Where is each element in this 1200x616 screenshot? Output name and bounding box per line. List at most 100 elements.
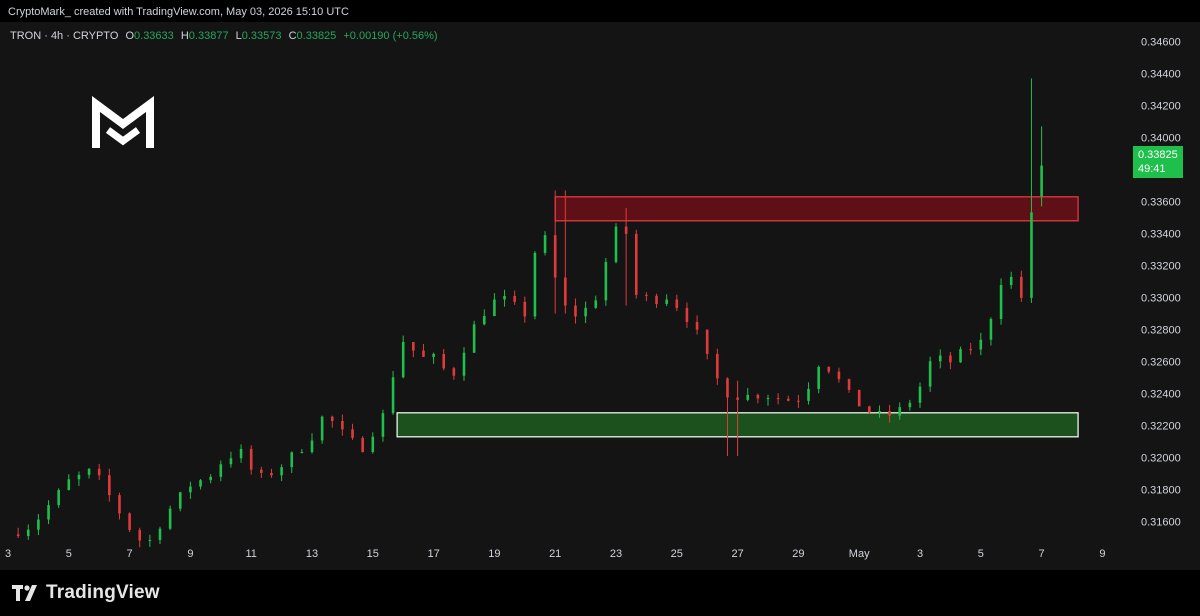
candle-up[interactable] xyxy=(766,394,770,406)
candle-down[interactable] xyxy=(716,348,719,385)
candle-up[interactable] xyxy=(391,370,395,415)
candle-down[interactable] xyxy=(442,349,446,371)
candle-up[interactable] xyxy=(533,251,537,320)
candle-up[interactable] xyxy=(158,526,162,545)
candle-down[interactable] xyxy=(685,302,689,328)
candle-down[interactable] xyxy=(847,378,851,393)
candle-down[interactable] xyxy=(827,366,831,374)
candle-up[interactable] xyxy=(908,399,912,411)
candle-down[interactable] xyxy=(776,393,780,405)
candle-down[interactable] xyxy=(675,294,679,312)
candle-down[interactable] xyxy=(138,527,142,548)
candle-up[interactable] xyxy=(199,478,202,490)
candle-up[interactable] xyxy=(1009,271,1013,289)
candle-up[interactable] xyxy=(219,460,223,482)
candle-down[interactable] xyxy=(564,190,567,314)
candle-up[interactable] xyxy=(57,488,60,508)
candle-up[interactable] xyxy=(959,346,962,363)
candle-up[interactable] xyxy=(47,500,50,525)
candle-up[interactable] xyxy=(482,309,486,326)
candle-down[interactable] xyxy=(645,292,648,302)
candle-up[interactable] xyxy=(280,464,283,482)
candle-up[interactable] xyxy=(229,451,233,468)
candle-up[interactable] xyxy=(371,432,375,454)
candle-up[interactable] xyxy=(938,349,942,369)
candle-down[interactable] xyxy=(726,377,729,456)
candle-down[interactable] xyxy=(857,389,861,407)
candle-up[interactable] xyxy=(878,405,881,418)
candle-down[interactable] xyxy=(249,445,253,475)
candle-up[interactable] xyxy=(614,223,618,264)
candle-down[interactable] xyxy=(553,190,557,314)
candle-down[interactable] xyxy=(949,352,952,370)
candle-down[interactable] xyxy=(786,395,790,402)
candle-up[interactable] xyxy=(320,415,324,444)
candle-down[interactable] xyxy=(655,293,658,308)
candle-down[interactable] xyxy=(16,527,20,539)
candle-up[interactable] xyxy=(979,332,983,356)
candle-up[interactable] xyxy=(209,474,212,484)
candle-up[interactable] xyxy=(239,444,243,463)
candle-up[interactable] xyxy=(1030,78,1033,303)
candle-down[interactable] xyxy=(523,296,527,323)
tradingview-logo[interactable]: TradingView xyxy=(12,582,160,604)
candle-up[interactable] xyxy=(807,382,810,405)
candle-up[interactable] xyxy=(1040,126,1043,207)
candle-up[interactable] xyxy=(432,352,435,364)
candle-up[interactable] xyxy=(817,365,820,394)
candlestick-chart[interactable]: 0.346000.344000.342000.340000.338000.336… xyxy=(0,22,1200,570)
candle-up[interactable] xyxy=(67,474,71,491)
candle-down[interactable] xyxy=(837,367,841,383)
candle-down[interactable] xyxy=(756,393,760,404)
candle-down[interactable] xyxy=(969,342,972,355)
candle-down[interactable] xyxy=(705,329,709,360)
candle-down[interactable] xyxy=(634,229,638,299)
candle-up[interactable] xyxy=(746,388,750,402)
candle-down[interactable] xyxy=(868,405,871,415)
candle-up[interactable] xyxy=(300,449,304,454)
candle-up[interactable] xyxy=(543,231,547,256)
candle-up[interactable] xyxy=(26,524,30,540)
candle-down[interactable] xyxy=(624,208,628,306)
candle-up[interactable] xyxy=(999,278,1003,325)
candle-down[interactable] xyxy=(695,315,699,335)
candle-down[interactable] xyxy=(330,415,334,428)
candle-up[interactable] xyxy=(178,491,182,512)
candle-up[interactable] xyxy=(918,382,922,408)
candle-down[interactable] xyxy=(452,366,456,380)
candle-up[interactable] xyxy=(168,505,172,531)
candle-up[interactable] xyxy=(148,534,152,547)
candle-up[interactable] xyxy=(189,481,192,499)
candle-down[interactable] xyxy=(1020,270,1023,302)
candle-up[interactable] xyxy=(594,295,598,309)
candle-down[interactable] xyxy=(118,492,121,520)
candle-down[interactable] xyxy=(888,404,891,423)
candle-up[interactable] xyxy=(462,347,466,381)
candle-up[interactable] xyxy=(665,294,668,307)
candle-down[interactable] xyxy=(97,463,101,480)
candle-down[interactable] xyxy=(128,512,131,533)
candle-up[interactable] xyxy=(37,514,40,536)
candle-up[interactable] xyxy=(989,317,993,346)
candle-down[interactable] xyxy=(351,423,354,440)
chart-area[interactable]: 0.346000.344000.342000.340000.338000.336… xyxy=(0,22,1200,570)
candle-up[interactable] xyxy=(503,289,506,307)
candle-up[interactable] xyxy=(310,433,314,454)
candle-down[interactable] xyxy=(270,468,273,478)
candle-down[interactable] xyxy=(574,298,577,324)
candle-up[interactable] xyxy=(290,451,294,473)
candle-down[interactable] xyxy=(412,341,415,358)
candle-up[interactable] xyxy=(87,467,91,479)
candle-up[interactable] xyxy=(493,293,496,317)
candle-up[interactable] xyxy=(401,335,405,379)
candle-down[interactable] xyxy=(361,436,364,453)
candle-down[interactable] xyxy=(513,290,516,305)
candle-down[interactable] xyxy=(736,380,739,456)
candle-down[interactable] xyxy=(260,466,263,479)
candle-up[interactable] xyxy=(604,257,608,306)
candle-down[interactable] xyxy=(797,394,800,408)
candle-up[interactable] xyxy=(77,471,81,486)
candle-down[interactable] xyxy=(341,414,344,436)
candle-up[interactable] xyxy=(584,301,587,324)
candle-up[interactable] xyxy=(898,402,902,420)
